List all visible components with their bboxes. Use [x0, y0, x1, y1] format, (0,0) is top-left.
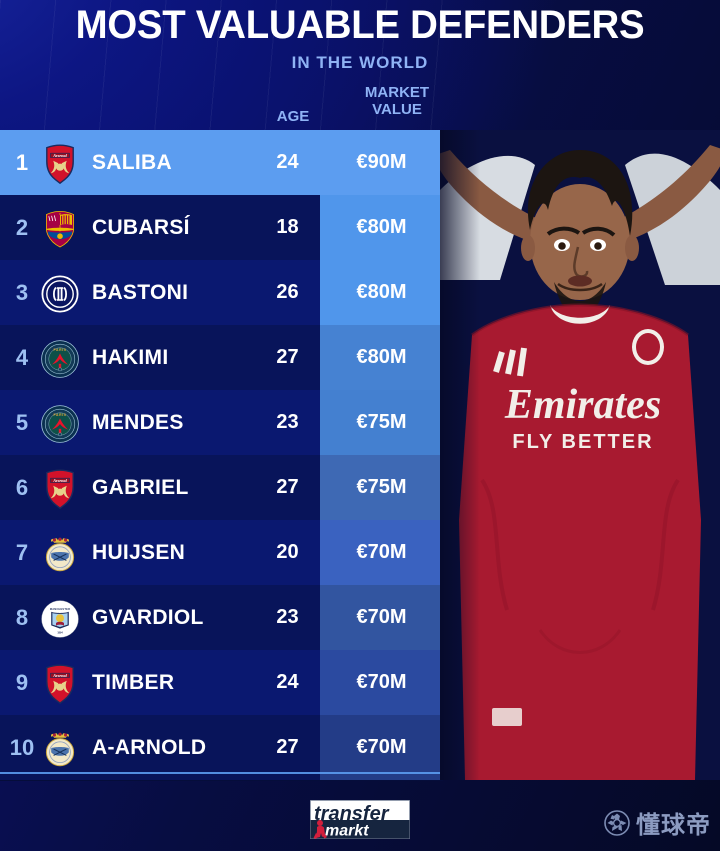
svg-text:PARIS: PARIS — [53, 413, 66, 417]
svg-text:transfer: transfer — [314, 803, 390, 825]
svg-text:Arsenal: Arsenal — [52, 152, 67, 157]
svg-text:1894: 1894 — [57, 631, 63, 634]
svg-text:FLY BETTER: FLY BETTER — [512, 431, 653, 453]
svg-text:Arsenal: Arsenal — [52, 672, 67, 677]
svg-text:markt: markt — [325, 823, 369, 840]
svg-text:PARIS: PARIS — [53, 348, 66, 352]
svg-text:Arsenal: Arsenal — [52, 477, 67, 482]
svg-text:Emirates: Emirates — [504, 382, 661, 428]
